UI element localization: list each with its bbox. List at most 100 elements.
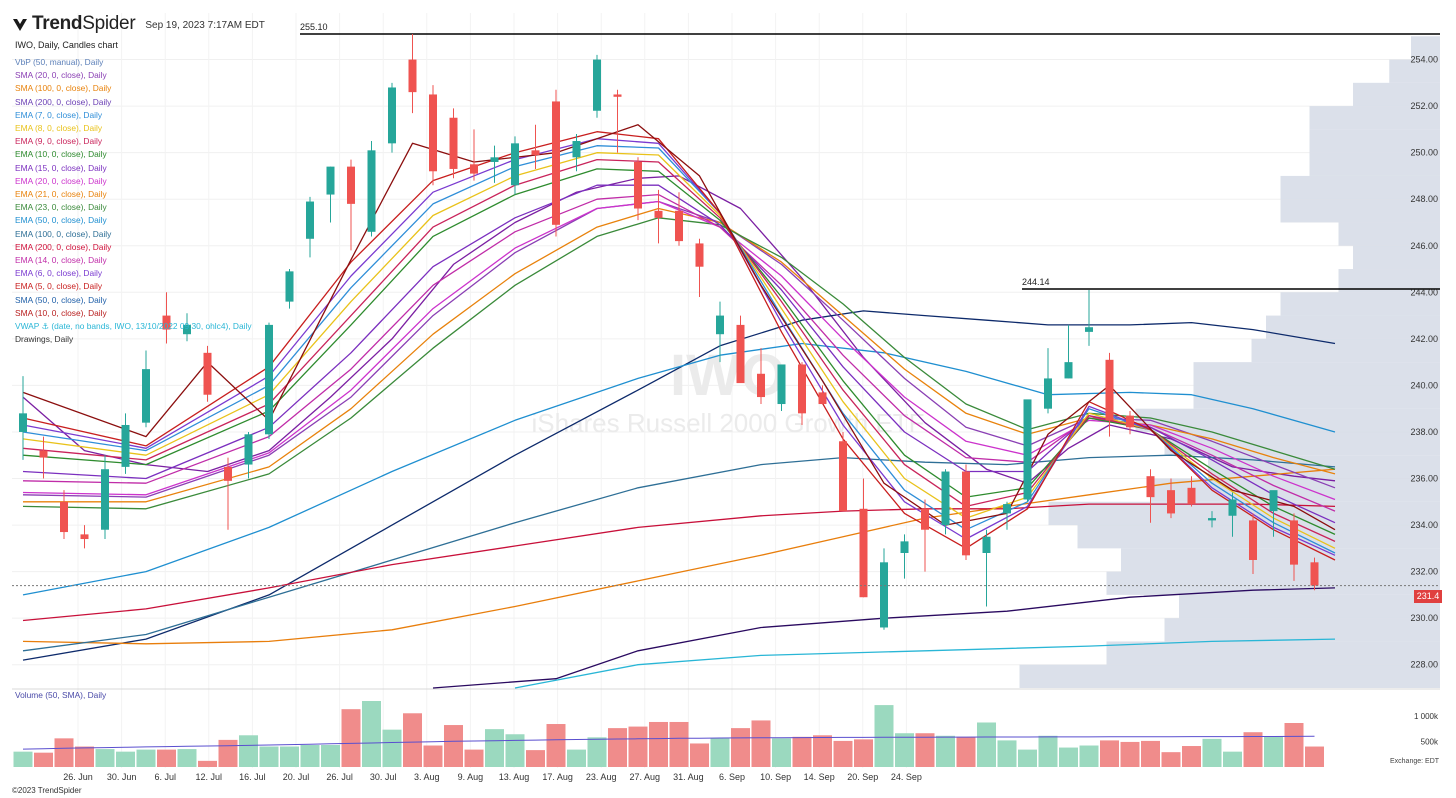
moving-average-line [22,184,1336,524]
indicator-legend[interactable]: VbP (50, manual), Daily SMA (20, 0, close… [15,56,252,346]
legend-item[interactable]: EMA (200, 0, close), Daily [15,241,112,252]
candle-body[interactable] [80,534,89,540]
candle-body[interactable] [880,562,888,628]
candle-body[interactable] [367,150,376,232]
candle-body[interactable] [1167,490,1175,514]
horizontal-levels[interactable]: 255.10 244.14 [300,22,1440,290]
legend-item[interactable]: EMA (20, 0, close), Daily [15,175,107,186]
candle-body[interactable] [1208,518,1216,521]
candle-body[interactable] [429,94,437,172]
price-axis[interactable]: 228.00 230.00 232.00 234.00 236.00 238.00 240.… [1410,55,1438,670]
candle-body[interactable] [347,166,355,204]
candle-body[interactable] [654,210,663,218]
candle-body[interactable] [1105,359,1114,421]
candle-body[interactable] [675,210,683,242]
candle-body[interactable] [962,471,970,556]
candle-body[interactable] [1085,327,1093,332]
candle-body[interactable] [572,141,581,158]
volume-legend[interactable]: Volume (50, SMA), Daily [15,690,107,700]
legend-item[interactable]: EMA (10, 0, close), Daily [15,149,107,160]
candle-body[interactable] [634,161,642,209]
legend-item[interactable]: EMA (8, 0, close), Daily [15,123,103,134]
candle-body[interactable] [162,315,171,330]
candle-body[interactable] [1003,504,1011,514]
volume-bar [874,705,894,767]
legend-item[interactable]: SMA (100, 0, close), Daily [15,83,112,94]
candle-body[interactable] [490,157,499,162]
candle-body[interactable] [531,150,540,155]
legend-item[interactable]: EMA (7, 0, close), Daily [15,109,103,120]
candle-body[interactable] [39,450,48,458]
candle-body[interactable] [1126,415,1134,428]
candle-body[interactable] [470,164,478,174]
legend-item[interactable]: SMA (10, 0, close), Daily [15,307,107,318]
legend-item[interactable]: EMA (6, 0, close), Daily [15,268,103,279]
candle-body[interactable] [265,324,273,435]
candle-body[interactable] [777,364,786,405]
candle-body[interactable] [716,315,724,335]
candle-body[interactable] [408,59,417,93]
candle-body[interactable] [224,466,232,481]
candle-body[interactable] [798,364,806,414]
candle-body[interactable] [695,243,704,267]
candle-body[interactable] [142,369,150,423]
candle-body[interactable] [900,541,909,553]
legend-item[interactable]: EMA (14, 0, close), Daily [15,255,107,266]
volume-bar [772,738,791,767]
candle-body[interactable] [1228,499,1237,516]
candle-body[interactable] [1290,520,1298,565]
legend-item[interactable]: EMA (50, 0, close), Daily [15,215,107,226]
legend-item[interactable]: VbP (50, manual), Daily [15,57,104,67]
candle-body[interactable] [859,508,868,598]
candle-body[interactable] [593,59,601,111]
candle-body[interactable] [921,508,929,530]
candle-body[interactable] [613,94,622,97]
legend-item[interactable]: EMA (5, 0, close), Daily [15,281,103,292]
candle-body[interactable] [982,536,991,553]
candle-body[interactable] [1044,378,1052,409]
candle-body[interactable] [203,352,212,395]
legend-item[interactable]: EMA (100, 0, close), Daily [15,228,112,239]
candle-body[interactable] [511,143,519,186]
legend-item[interactable]: EMA (23, 0, close), Daily [15,202,107,213]
legend-item[interactable]: SMA (50, 0, close), Daily [15,294,107,305]
time-tick-label: 27. Aug [630,772,661,782]
candle-body[interactable] [449,117,458,169]
volume-bar [362,701,381,767]
symbol-line[interactable]: IWO, Daily, Candles chart [15,40,118,50]
candle-body[interactable] [60,501,68,533]
candle-body[interactable] [1187,487,1196,505]
candle-body[interactable] [1064,362,1073,379]
legend-item[interactable]: Drawings, Daily [15,334,74,345]
candle-body[interactable] [121,424,130,467]
candle-body[interactable] [1310,562,1319,586]
legend-item[interactable]: SMA (20, 0, close), Daily [15,70,107,81]
candle-body[interactable] [306,201,314,239]
candle-body[interactable] [388,87,396,144]
candle-body[interactable] [183,324,191,335]
candle-body[interactable] [101,469,109,530]
candle-body[interactable] [326,166,335,195]
volume-bar [1079,745,1099,767]
candle-body[interactable] [1269,490,1278,512]
legend-item[interactable]: EMA (15, 0, close), Daily [15,162,107,173]
candle-body[interactable] [1023,399,1032,500]
candle-body[interactable] [736,324,745,384]
time-axis[interactable]: 26. Jun 30. Jun 6. Jul 12. Jul 16. Jul 20. Ju… [63,772,922,782]
candle-body[interactable] [19,413,27,432]
candle-body[interactable] [1146,476,1155,498]
candle-body[interactable] [818,392,827,405]
candle-body[interactable] [1249,520,1257,560]
legend-item[interactable]: VWAP ⚓ (date, no bands, IWO, 13/10/2022 … [15,321,252,332]
candle-body[interactable] [552,101,560,225]
candle-body[interactable] [244,434,253,465]
candle-body[interactable] [839,441,847,512]
legend-item[interactable]: EMA (9, 0, close), Daily [15,136,103,147]
candle-body[interactable] [941,471,950,526]
legend-item[interactable]: SMA (200, 0, close), Daily [15,96,112,107]
candle-body[interactable] [285,271,294,302]
candles[interactable] [19,33,1319,630]
legend-item[interactable]: EMA (21, 0, close), Daily [15,189,107,200]
candle-body[interactable] [757,373,765,398]
